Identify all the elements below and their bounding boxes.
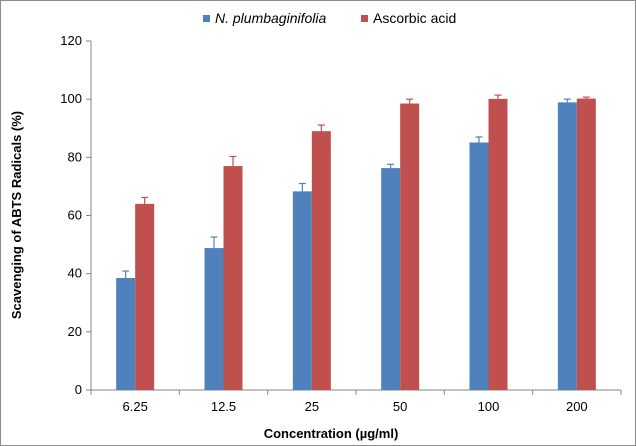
x-tick-label: 100: [478, 399, 500, 414]
bar-ascorbic-acid: [488, 98, 508, 391]
bar-n-plumbaginifolia: [204, 248, 224, 390]
bar-ascorbic-acid: [223, 166, 243, 390]
bar-ascorbic-acid: [400, 103, 420, 390]
bar-n-plumbaginifolia: [557, 102, 577, 390]
bar-n-plumbaginifolia: [381, 168, 401, 390]
legend-label: N. plumbaginifolia: [215, 10, 326, 26]
legend-label: Ascorbic acid: [373, 10, 456, 26]
legend-swatch: [203, 15, 210, 22]
y-tick-label: 60: [68, 208, 82, 223]
y-tick-label: 40: [68, 266, 82, 281]
bar-ascorbic-acid: [311, 131, 331, 391]
y-tick-label: 100: [60, 91, 82, 106]
bar-n-plumbaginifolia: [469, 142, 489, 390]
bar-ascorbic-acid: [576, 98, 596, 391]
y-tick-label: 80: [68, 149, 82, 164]
x-tick-label: 12.5: [211, 399, 236, 414]
x-tick-label: 50: [393, 399, 407, 414]
y-tick-label: 20: [68, 324, 82, 339]
bar-n-plumbaginifolia: [116, 278, 136, 390]
y-tick-label: 120: [60, 33, 82, 48]
x-axis: 6.25 12.5 25 50 100 200: [90, 389, 622, 414]
x-tick-label: 6.25: [123, 399, 148, 414]
legend-swatch: [361, 15, 368, 22]
bar-n-plumbaginifolia: [292, 191, 312, 390]
y-axis-title: Scavenging of ABTS Radicals (%): [9, 111, 24, 319]
y-axis: 0 20 40 60 80 100 120: [60, 33, 92, 397]
bars: [116, 94, 596, 391]
y-tick-label: 0: [75, 382, 82, 397]
x-tick-label: 25: [305, 399, 319, 414]
bar-ascorbic-acid: [135, 203, 155, 390]
x-tick-label: 200: [566, 399, 588, 414]
legend: N. plumbaginifolia Ascorbic acid: [203, 10, 456, 26]
x-axis-title: Concentration (µg/ml): [264, 426, 399, 441]
